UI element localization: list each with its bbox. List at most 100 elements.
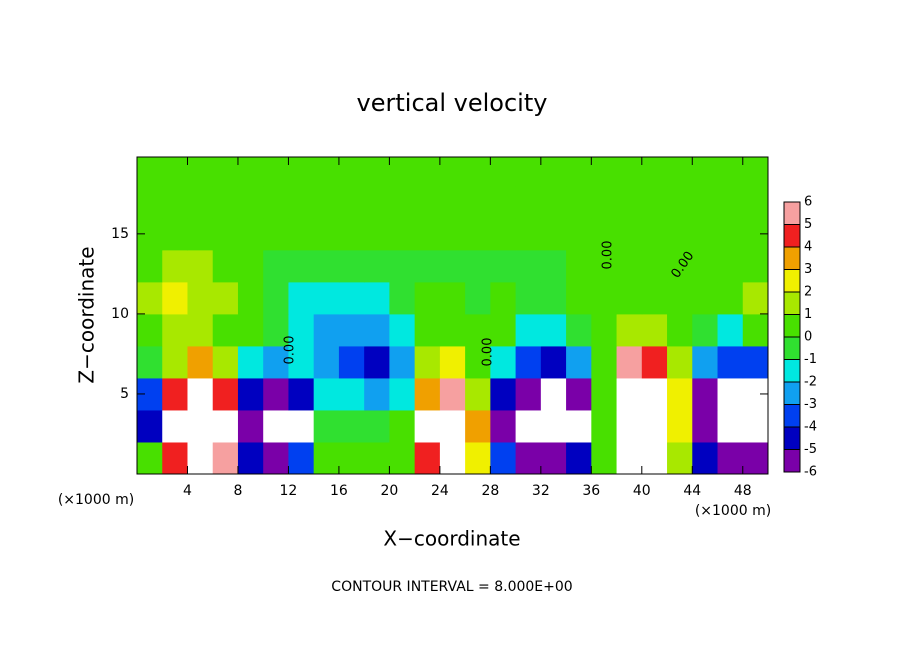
- cell: [692, 409, 719, 443]
- colorbar-band: [784, 449, 800, 472]
- cell: [364, 249, 390, 283]
- cell: [212, 249, 239, 283]
- colorbar-band: [784, 202, 800, 225]
- cell: [364, 409, 390, 443]
- cell: [490, 345, 517, 379]
- x-tick-label: 12: [280, 483, 298, 499]
- cell: [540, 313, 567, 347]
- cell: [515, 377, 542, 411]
- cell: [566, 281, 592, 315]
- cell: [515, 249, 542, 283]
- cell: [288, 409, 315, 443]
- colorbar-band: [784, 359, 800, 382]
- cell: [667, 345, 693, 379]
- cell: [414, 217, 441, 251]
- x-tick-label: 24: [431, 483, 449, 499]
- cell: [237, 313, 264, 347]
- cell: [742, 281, 768, 315]
- cell: [237, 281, 264, 315]
- cell: [515, 313, 542, 347]
- x-unit: (×1000 m): [695, 503, 771, 519]
- cell: [313, 441, 340, 474]
- cell: [364, 377, 390, 411]
- cell: [566, 409, 592, 443]
- cell: [162, 409, 188, 443]
- cell: [187, 157, 214, 187]
- cell: [717, 377, 744, 411]
- cell: [591, 441, 618, 474]
- x-tick-label: 4: [183, 483, 192, 499]
- cell: [591, 409, 618, 443]
- cell: [591, 249, 618, 283]
- cell: [591, 313, 618, 347]
- cell: [338, 157, 365, 187]
- cell: [742, 249, 768, 283]
- cell: [137, 185, 163, 219]
- colorbar-band: [784, 224, 800, 247]
- colorbar-band: [784, 292, 800, 315]
- cell: [692, 345, 719, 379]
- cell: [490, 409, 517, 443]
- cell: [717, 217, 744, 251]
- cell: [162, 313, 188, 347]
- cell: [414, 249, 441, 283]
- cell: [490, 249, 517, 283]
- cell: [389, 313, 416, 347]
- cell: [288, 441, 315, 474]
- colorbar-band: [784, 382, 800, 405]
- cell: [288, 185, 315, 219]
- cell: [667, 313, 693, 347]
- cell: [515, 441, 542, 474]
- cell: [187, 441, 214, 474]
- cell: [364, 441, 390, 474]
- cell: [742, 345, 768, 379]
- cell: [263, 409, 289, 443]
- cell: [137, 409, 163, 443]
- cell: [540, 185, 567, 219]
- cell: [439, 185, 466, 219]
- cell: [439, 345, 466, 379]
- cell: [212, 185, 239, 219]
- cell: [439, 281, 466, 315]
- cell: [389, 281, 416, 315]
- cell: [389, 377, 416, 411]
- cell: [667, 441, 693, 474]
- cell: [465, 409, 491, 443]
- cell: [515, 345, 542, 379]
- cell: [414, 313, 441, 347]
- cell: [465, 249, 491, 283]
- cell: [389, 217, 416, 251]
- cell: [616, 281, 643, 315]
- cell: [717, 345, 744, 379]
- cell: [364, 281, 390, 315]
- cell: [591, 345, 618, 379]
- cell: [717, 157, 744, 187]
- cell: [389, 157, 416, 187]
- x-tick-label: 32: [532, 483, 550, 499]
- cell: [187, 217, 214, 251]
- cell: [515, 281, 542, 315]
- cell: [237, 249, 264, 283]
- cell: [313, 249, 340, 283]
- cell: [263, 249, 289, 283]
- cell: [212, 441, 239, 474]
- cell: [616, 313, 643, 347]
- cell: [288, 217, 315, 251]
- cell: [187, 409, 214, 443]
- cell: [313, 157, 340, 187]
- cell: [566, 249, 592, 283]
- cell: [414, 281, 441, 315]
- cell: [717, 185, 744, 219]
- colorbar-label: -2: [804, 375, 817, 390]
- colorbar-band: [784, 427, 800, 450]
- cell: [313, 345, 340, 379]
- cell: [616, 409, 643, 443]
- cell: [465, 345, 491, 379]
- cell: [187, 249, 214, 283]
- colorbar-band: [784, 337, 800, 360]
- cell: [313, 185, 340, 219]
- colorbar-label: 3: [804, 262, 812, 277]
- x-tick-label: 20: [380, 483, 398, 499]
- cell: [465, 185, 491, 219]
- cell: [414, 157, 441, 187]
